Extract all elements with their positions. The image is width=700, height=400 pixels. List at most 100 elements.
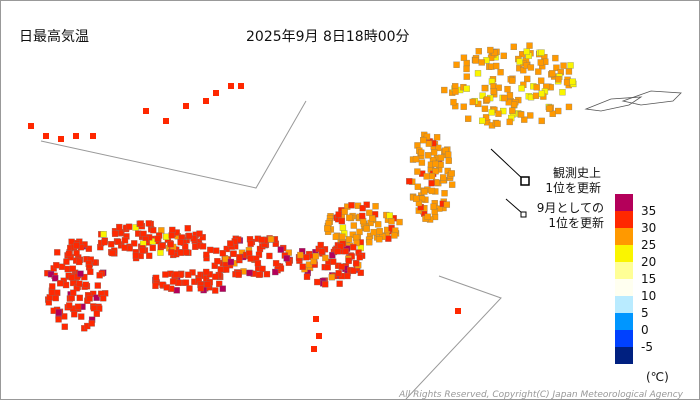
station [317,241,324,249]
marker-label: 9月としての [537,201,604,215]
station [167,241,174,248]
station [538,49,545,56]
station [348,202,355,209]
station [90,133,96,139]
scale-box [615,296,633,313]
station [213,90,219,96]
station [386,212,393,219]
station [81,273,88,281]
station [316,333,322,339]
station [65,250,73,258]
station [375,221,382,228]
scale-label: 5 [641,306,649,320]
station [312,252,319,260]
station [254,259,262,267]
station [352,234,360,241]
station [451,83,459,90]
station [412,195,420,202]
station [385,235,392,242]
station [71,311,78,318]
station [303,254,310,261]
station [555,107,562,115]
station [57,280,64,287]
station [414,168,421,175]
scale-label: -5 [641,340,653,354]
station [510,43,517,51]
station [406,178,413,185]
station [111,230,119,237]
station [452,88,459,95]
station [101,238,108,246]
station [73,242,80,249]
marker-leader [505,198,523,214]
station [310,258,317,265]
station [437,154,445,161]
station [527,64,535,71]
scale-box [615,194,633,211]
station [537,59,544,66]
station [350,244,357,251]
scale-box [615,211,633,228]
station [430,203,437,210]
station [204,281,211,288]
station [488,109,495,116]
station [509,77,516,84]
station [412,155,420,163]
station [297,251,304,259]
station [341,208,348,215]
station [266,252,273,260]
station [318,248,326,255]
station [376,236,383,243]
scale-box [615,313,633,330]
station [495,110,502,117]
scale-box [615,330,633,347]
station [475,48,482,55]
station [538,117,545,125]
station [168,249,175,256]
station [423,133,431,140]
station [283,255,290,262]
station [93,294,100,301]
station [132,224,139,231]
station [212,287,219,294]
station [163,284,170,291]
station [363,201,370,208]
station [162,271,169,278]
station [63,258,70,265]
station [552,54,559,62]
station [391,232,398,239]
station [414,142,421,149]
station [440,174,447,181]
scale-label: 0 [641,323,649,337]
station [43,133,49,139]
station [108,241,115,248]
station [517,111,525,118]
monthly-icon [520,211,527,218]
station [437,161,444,168]
station [338,217,346,225]
station [481,105,489,112]
station [448,181,456,188]
station [100,231,107,238]
station [94,282,101,289]
scale-box [615,279,633,296]
station [559,89,566,96]
station [421,188,428,195]
station [184,225,191,232]
station [177,249,185,256]
station [504,85,511,93]
station [140,230,147,238]
station [506,92,514,99]
station [479,117,486,125]
station [272,268,279,276]
station [146,252,153,259]
station [350,222,358,229]
station [324,264,331,271]
datetime: 2025年9月 8日18時00分 [246,29,410,45]
station [70,289,77,296]
station [75,258,83,266]
marker-label: 観測史上 [553,166,601,180]
station [259,265,266,273]
